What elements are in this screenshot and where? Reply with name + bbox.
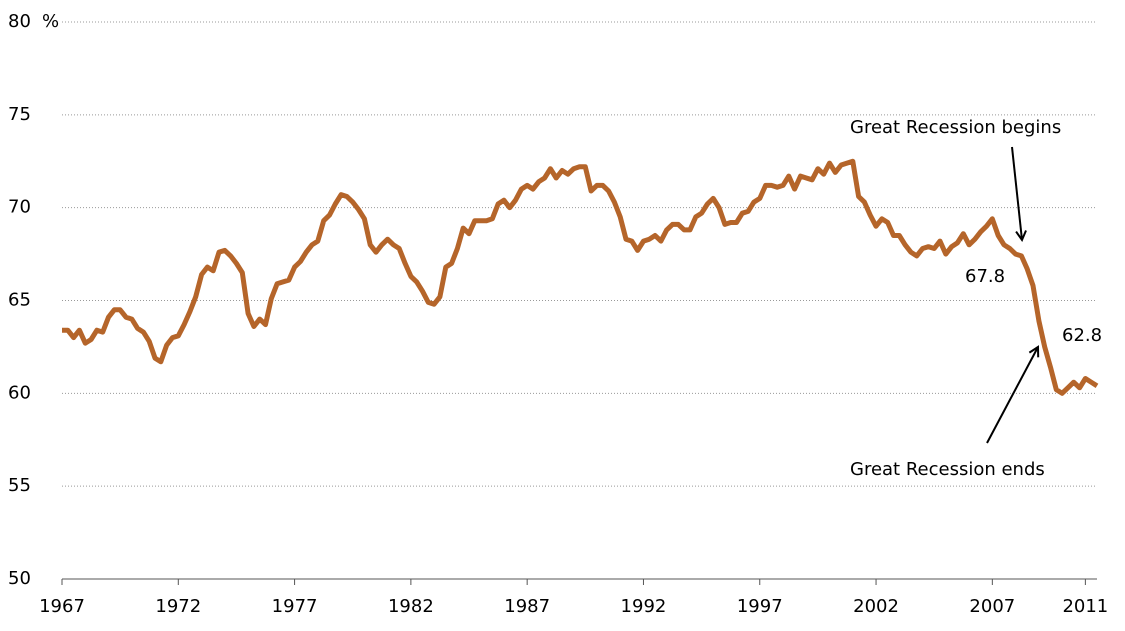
annotation: 67.8 xyxy=(965,266,1005,287)
y-tick-label: 55 xyxy=(8,475,31,496)
x-tick-label: 1967 xyxy=(39,596,85,617)
arrow xyxy=(986,347,1038,444)
y-tick-label: 60 xyxy=(8,382,31,403)
annotation: 62.8 xyxy=(1062,325,1102,346)
series-line xyxy=(62,158,1099,396)
x-tick-label: 1987 xyxy=(504,596,550,617)
y-tick-label: 50 xyxy=(8,568,31,589)
x-tick-label: 2007 xyxy=(969,596,1015,617)
y-tick-label: 80 xyxy=(8,11,31,32)
y-unit: % xyxy=(42,11,59,32)
x-tick-label: 2011 xyxy=(1062,596,1108,617)
annotation: Great Recession begins xyxy=(850,117,1061,138)
y-tick-label: 70 xyxy=(8,197,31,218)
x-tick-label: 2002 xyxy=(853,596,899,617)
x-tick-label: 1997 xyxy=(737,596,783,617)
y-tick-label: 75 xyxy=(8,104,31,125)
x-tick-label: 1977 xyxy=(272,596,318,617)
arrow xyxy=(1011,146,1022,240)
y-tick-label: 65 xyxy=(8,290,31,311)
x-tick-label: 1972 xyxy=(155,596,201,617)
x-tick-label: 1992 xyxy=(621,596,667,617)
annotation: Great Recession ends xyxy=(850,459,1045,480)
x-tick-label: 1982 xyxy=(388,596,434,617)
